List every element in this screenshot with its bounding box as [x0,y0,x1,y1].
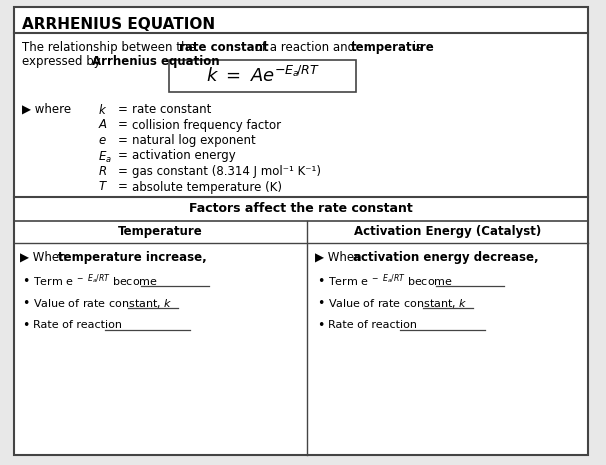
Text: $E_a$: $E_a$ [98,150,112,165]
Text: =: = [118,119,128,132]
Text: •: • [22,297,29,310]
Text: •: • [22,274,29,287]
Text: is: is [409,41,422,54]
Text: ARRHENIUS EQUATION: ARRHENIUS EQUATION [22,17,215,32]
Text: $e$: $e$ [98,134,107,147]
Text: Factors affect the rate constant: Factors affect the rate constant [189,201,413,214]
Text: activation energy: activation energy [132,150,236,162]
Text: natural log exponent: natural log exponent [132,134,256,147]
Text: ▶ When: ▶ When [20,251,70,264]
Text: =: = [118,180,128,193]
Text: The relationship between the: The relationship between the [22,41,199,54]
Text: Activation Energy (Catalyst): Activation Energy (Catalyst) [354,225,541,238]
Text: =: = [118,103,128,116]
Text: $T$: $T$ [98,180,108,193]
Text: •: • [317,297,324,310]
Text: activation energy decrease,: activation energy decrease, [353,251,539,264]
Text: Value of rate constant, $k$: Value of rate constant, $k$ [33,297,173,310]
Text: Term e$^{\ -\ E_a/RT}$ become: Term e$^{\ -\ E_a/RT}$ become [33,272,158,289]
Text: absolute temperature (K): absolute temperature (K) [132,180,282,193]
Text: =: = [118,150,128,162]
Text: expressed by: expressed by [22,55,104,68]
Text: temperature: temperature [351,41,435,54]
Text: .: . [188,55,191,68]
Text: $A$: $A$ [98,119,108,132]
FancyBboxPatch shape [14,7,588,455]
Text: gas constant (8.314 J mol⁻¹ K⁻¹): gas constant (8.314 J mol⁻¹ K⁻¹) [132,165,321,178]
FancyBboxPatch shape [169,60,356,92]
Text: $R$: $R$ [98,165,107,178]
Text: •: • [22,319,29,332]
Text: •: • [317,274,324,287]
Text: =: = [118,165,128,178]
Text: $k\ =\ Ae^{-E_a\!/RT}$: $k\ =\ Ae^{-E_a\!/RT}$ [205,66,319,86]
Text: ▶ When: ▶ When [315,251,365,264]
Text: $k$: $k$ [98,103,107,117]
Text: Temperature: Temperature [118,225,203,238]
Text: Rate of reaction: Rate of reaction [33,320,122,330]
Text: rate constant: rate constant [179,41,268,54]
Text: of a reaction and: of a reaction and [251,41,359,54]
Text: ▶ where: ▶ where [22,103,71,116]
Text: collision frequency factor: collision frequency factor [132,119,281,132]
Text: Term e$^{\ -\ E_a/RT}$ become: Term e$^{\ -\ E_a/RT}$ become [328,272,453,289]
Text: Rate of reaction: Rate of reaction [328,320,417,330]
Text: rate constant: rate constant [132,103,211,116]
Text: temperature increase,: temperature increase, [58,251,207,264]
Text: Value of rate constant, $k$: Value of rate constant, $k$ [328,297,468,310]
Text: Arrhenius equation: Arrhenius equation [92,55,219,68]
Text: •: • [317,319,324,332]
Text: =: = [118,134,128,147]
